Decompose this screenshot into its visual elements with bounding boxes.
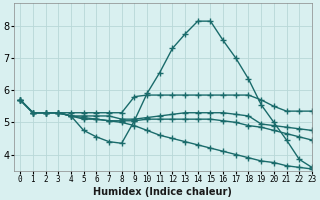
X-axis label: Humidex (Indice chaleur): Humidex (Indice chaleur)	[93, 187, 232, 197]
